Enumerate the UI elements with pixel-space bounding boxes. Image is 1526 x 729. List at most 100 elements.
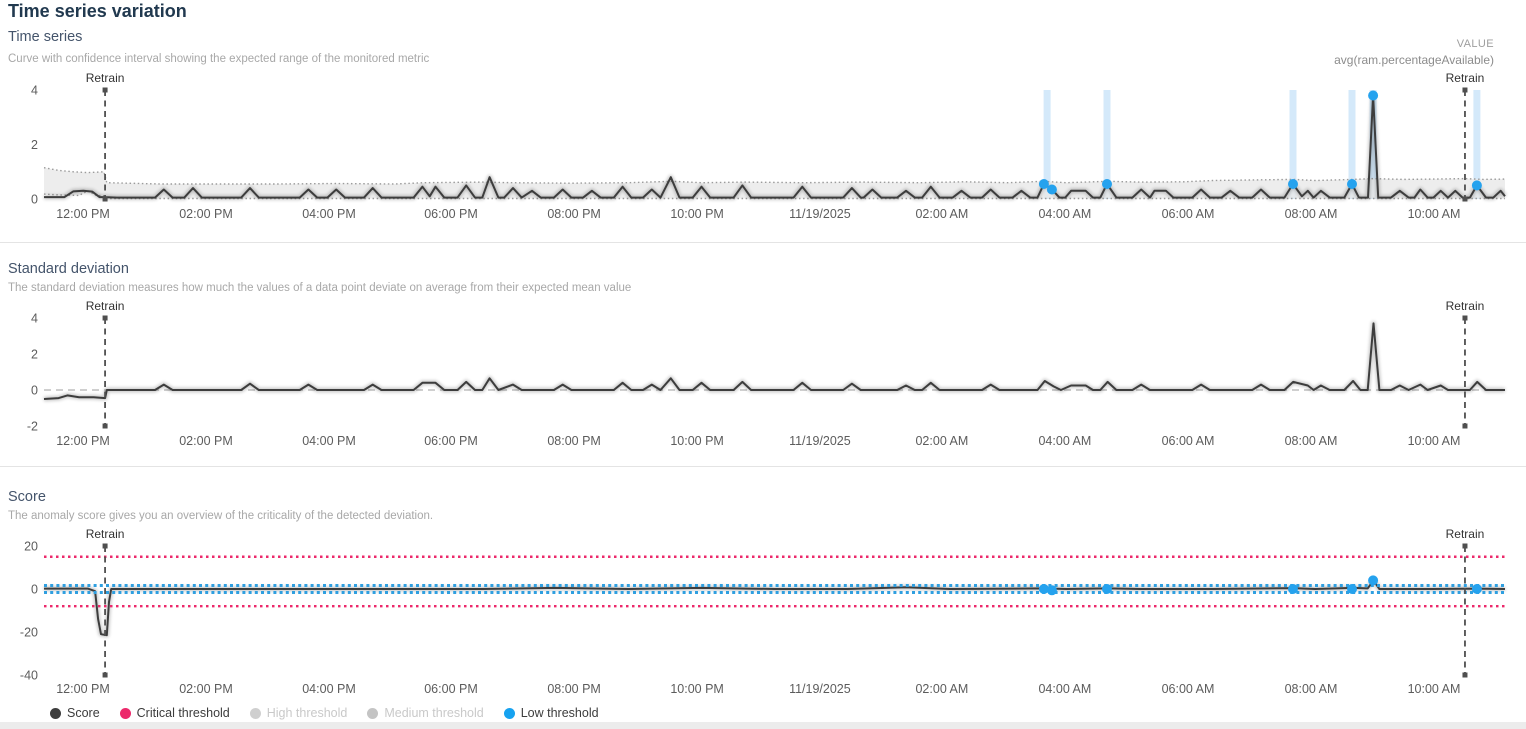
x-axis-tick: 12:00 PM bbox=[56, 207, 110, 221]
legend-item-medium-threshold[interactable]: Medium threshold bbox=[367, 706, 484, 720]
stddev-line bbox=[43, 322, 1505, 400]
anomaly-dot[interactable] bbox=[1288, 584, 1298, 594]
x-axis-tick: 04:00 PM bbox=[302, 434, 356, 448]
x-axis-tick: 02:00 AM bbox=[915, 682, 968, 696]
retrain-marker-top bbox=[1462, 87, 1468, 93]
x-axis-tick: 06:00 AM bbox=[1162, 207, 1215, 221]
sd-plot[interactable]: Retrain Retrain 4 2 0 -2 12:00 PM 02:00 PM 04:00… bbox=[0, 296, 1526, 460]
sc-plot[interactable]: Retrain Retrain 20 0 -20 -40 12:00 PM 02:00 PM 0… bbox=[0, 524, 1526, 704]
anomaly-dot[interactable] bbox=[1347, 179, 1357, 189]
x-axis-tick: 08:00 AM bbox=[1285, 207, 1338, 221]
y-axis-tick: 0 bbox=[31, 583, 38, 597]
retrain-marker-top bbox=[102, 315, 108, 321]
retrain-label: Retrain bbox=[86, 71, 125, 85]
x-axis-tick: 02:00 AM bbox=[915, 434, 968, 448]
y-axis-tick: 0 bbox=[31, 384, 38, 398]
retrain-marker-bottom bbox=[1462, 196, 1468, 202]
y-axis-tick: 20 bbox=[24, 540, 38, 554]
x-axis-tick: 11/19/2025 bbox=[789, 207, 851, 221]
x-axis-tick: 06:00 PM bbox=[424, 434, 478, 448]
x-axis-tick: 06:00 PM bbox=[424, 682, 478, 696]
x-axis-tick: 12:00 PM bbox=[56, 682, 110, 696]
x-axis-tick: 12:00 PM bbox=[56, 434, 110, 448]
bottom-scrollbar[interactable] bbox=[0, 722, 1526, 729]
section-divider bbox=[0, 242, 1526, 243]
ts-plot[interactable]: Retrain Retrain 4 2 0 12:00 PM 02:00 PM 04:00 P… bbox=[0, 70, 1526, 238]
anomaly-dot[interactable] bbox=[1368, 575, 1379, 586]
retrain-marker-bottom bbox=[102, 423, 108, 429]
x-axis-tick: 04:00 PM bbox=[302, 682, 356, 696]
legend-item-score[interactable]: Score bbox=[50, 706, 100, 720]
retrain-marker-bottom bbox=[102, 196, 108, 202]
legend-item-label: Score bbox=[67, 706, 100, 720]
anomaly-dot[interactable] bbox=[1038, 179, 1049, 189]
x-axis-tick: 04:00 PM bbox=[302, 207, 356, 221]
legend-item-label: Critical threshold bbox=[136, 706, 230, 720]
anomaly-dot[interactable] bbox=[1102, 179, 1112, 189]
score-panel-subtitle: The anomaly score gives you an overview … bbox=[8, 510, 434, 522]
score-chart[interactable]: Retrain Retrain 20 0 -20 -40 12:00 PM 02:00 PM 0… bbox=[0, 524, 1526, 704]
x-axis-tick: 10:00 PM bbox=[670, 682, 724, 696]
x-axis-tick: 02:00 PM bbox=[179, 207, 233, 221]
anomaly-dot[interactable] bbox=[1471, 584, 1482, 594]
stddev-panel-title: Standard deviation bbox=[8, 261, 129, 277]
legend-item-critical-threshold[interactable]: Critical threshold bbox=[119, 706, 230, 720]
legend-item-high-threshold[interactable]: High threshold bbox=[249, 706, 348, 720]
metric-meta-label: VALUE bbox=[1456, 38, 1494, 50]
x-axis-tick: 08:00 PM bbox=[547, 434, 601, 448]
retrain-label: Retrain bbox=[1446, 71, 1485, 85]
stddev-chart[interactable]: Retrain Retrain 4 2 0 -2 12:00 PM 02:00 PM 04:00… bbox=[0, 296, 1526, 460]
x-axis-tick: 06:00 AM bbox=[1162, 434, 1215, 448]
anomaly-bar bbox=[1043, 90, 1051, 199]
value-line bbox=[44, 94, 1506, 199]
retrain-marker-top bbox=[102, 87, 108, 93]
section-divider bbox=[0, 466, 1526, 467]
anomaly-bar bbox=[1289, 90, 1297, 199]
retrain-marker-bottom bbox=[1462, 672, 1468, 678]
anomaly-dot[interactable] bbox=[1038, 584, 1049, 594]
stddev-panel-subtitle: The standard deviation measures how much… bbox=[8, 282, 632, 294]
x-axis-tick: 08:00 AM bbox=[1285, 434, 1338, 448]
x-axis-tick: 06:00 AM bbox=[1162, 682, 1215, 696]
x-axis-tick: 04:00 AM bbox=[1038, 682, 1091, 696]
anomaly-dot[interactable] bbox=[1471, 180, 1482, 191]
retrain-marker-top bbox=[102, 543, 108, 549]
anomaly-bar bbox=[1103, 90, 1111, 199]
legend-item-low-threshold[interactable]: Low threshold bbox=[503, 706, 599, 720]
anomaly-dot[interactable] bbox=[1102, 584, 1112, 594]
x-axis-tick: 08:00 AM bbox=[1285, 682, 1338, 696]
x-axis-tick: 08:00 PM bbox=[547, 207, 601, 221]
legend-item-label: Low threshold bbox=[520, 706, 599, 720]
y-axis-tick: -40 bbox=[20, 669, 38, 683]
x-axis-tick: 06:00 PM bbox=[424, 207, 478, 221]
legend-dot-icon bbox=[119, 707, 131, 719]
anomaly-bar bbox=[1473, 90, 1481, 199]
timeseries-panel-title: Time series bbox=[8, 29, 83, 45]
x-axis-tick: 10:00 AM bbox=[1408, 434, 1461, 448]
x-axis-tick: 08:00 PM bbox=[547, 682, 601, 696]
anomaly-dot[interactable] bbox=[1368, 90, 1379, 101]
y-axis-tick: 2 bbox=[31, 138, 38, 152]
anomaly-dot[interactable] bbox=[1288, 179, 1298, 189]
retrain-marker-bottom bbox=[102, 672, 108, 678]
anomaly-dot[interactable] bbox=[1046, 585, 1057, 596]
legend-dot-icon bbox=[503, 707, 515, 719]
y-axis-tick: 2 bbox=[31, 348, 38, 362]
x-axis-tick: 02:00 AM bbox=[915, 207, 968, 221]
anomaly-bar bbox=[1348, 90, 1356, 199]
x-axis-tick: 11/19/2025 bbox=[789, 682, 851, 696]
anomaly-dot[interactable] bbox=[1347, 584, 1357, 594]
retrain-marker-bottom bbox=[1462, 423, 1468, 429]
anomaly-dot[interactable] bbox=[1046, 184, 1057, 195]
x-axis-tick: 04:00 AM bbox=[1038, 207, 1091, 221]
timeseries-panel-subtitle: Curve with confidence interval showing t… bbox=[8, 53, 430, 65]
legend-item-label: High threshold bbox=[266, 706, 348, 720]
x-axis-tick: 10:00 AM bbox=[1408, 207, 1461, 221]
timeseries-chart[interactable]: Retrain Retrain 4 2 0 12:00 PM 02:00 PM 04:00 P… bbox=[0, 70, 1526, 238]
metric-meta: VALUE avg(ram.percentageAvailable) bbox=[1334, 38, 1494, 67]
x-axis-tick: 02:00 PM bbox=[179, 682, 233, 696]
x-axis-tick: 02:00 PM bbox=[179, 434, 233, 448]
y-axis-tick: -20 bbox=[20, 626, 38, 640]
retrain-label: Retrain bbox=[86, 299, 125, 313]
retrain-label: Retrain bbox=[1446, 299, 1485, 313]
